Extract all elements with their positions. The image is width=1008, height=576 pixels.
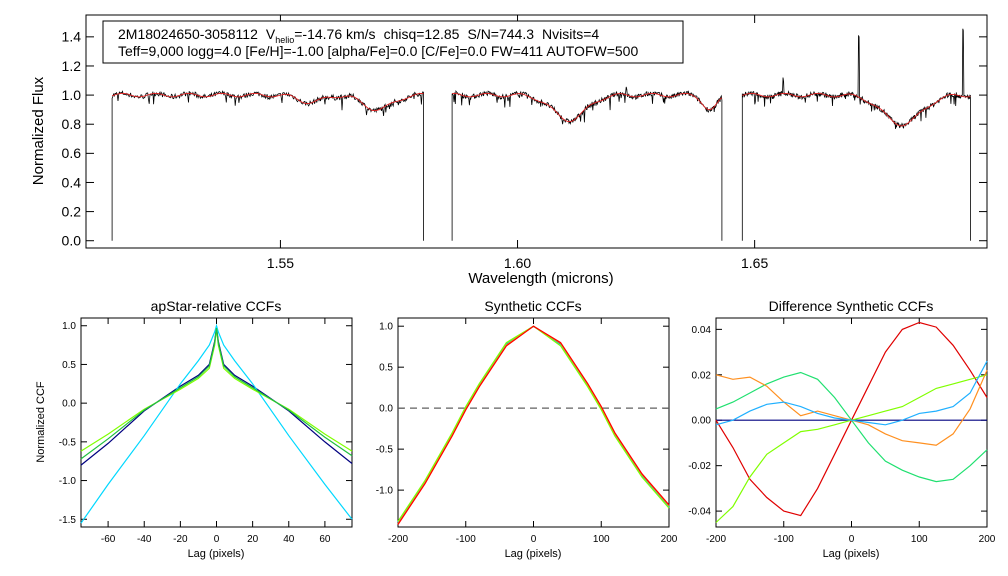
- apstar-y-label: Normalized CCF: [35, 381, 47, 463]
- spectrum-panel: 1.55 1.60 1.65 0.0 0.2 0.4 0.6 0.8 1.0 1.2 1.4 Wav…: [30, 14, 988, 287]
- spectrum-curves: [111, 28, 971, 241]
- y-tick-label: -1.0: [376, 486, 394, 497]
- y-tick-label: 0.8: [62, 116, 82, 132]
- x-tick-label: 60: [319, 534, 331, 545]
- apstar-x-label: Lag (pixels): [188, 548, 245, 560]
- y-tick-label: 0.5: [379, 363, 393, 374]
- apstar-ccf-panel: -60 -40 -20 0 20 40 60 -1.5 -1.0 -0.5 0.0 0.5 1.0 ap…: [35, 298, 353, 560]
- x-tick-label: -40: [137, 534, 152, 545]
- y-tick-label: 0.5: [62, 360, 76, 371]
- x-tick-label: 1.65: [741, 255, 768, 271]
- x-tick-label: 200: [979, 534, 996, 545]
- info-chisq: chisq=12.85: [384, 26, 460, 42]
- x-tick-label: 20: [247, 534, 259, 545]
- x-tick-label: -100: [456, 534, 476, 545]
- difference-title: Difference Synthetic CCFs: [769, 298, 934, 314]
- info-sn: S/N=744.3: [467, 26, 534, 42]
- series-diff-sky: [715, 360, 988, 426]
- x-tick-label: -200: [706, 534, 726, 545]
- series-visit-2: [80, 323, 353, 524]
- info-v-sub: helio: [275, 35, 294, 45]
- y-tick-label: 1.0: [62, 87, 82, 103]
- spectrum-frame: [85, 14, 988, 249]
- y-tick-label: 0.6: [62, 145, 82, 161]
- y-tick-label: 0.00: [692, 416, 712, 427]
- apstar-title: apStar-relative CCFs: [151, 298, 282, 314]
- info-line-1: 2M18024650-3058112 Vhelio=-14.76 km/s chis…: [118, 26, 599, 45]
- y-tick-label: 0.02: [692, 370, 712, 381]
- synthetic-x-label: Lag (pixels): [505, 548, 562, 560]
- y-tick-label: -0.02: [688, 461, 711, 472]
- apstar-ticks: -60 -40 -20 0 20 40 60 -1.5 -1.0 -0.5 0.0 0.5 1.0: [59, 318, 352, 545]
- y-tick-label: 1.4: [62, 29, 82, 45]
- spectrum-ticks: 1.55 1.60 1.65 0.0 0.2 0.4 0.6 0.8 1.0 1.2 1.4: [62, 15, 987, 271]
- y-tick-label: 0.2: [62, 203, 82, 219]
- synthetic-ticks: -200 -100 0 100 200 -1.0 -0.5 0.0 0.5 1.0: [376, 318, 678, 545]
- x-tick-label: -20: [173, 534, 188, 545]
- y-tick-label: 0.4: [62, 174, 82, 190]
- y-tick-label: -0.5: [59, 437, 77, 448]
- series-visit-4: [80, 328, 353, 460]
- x-tick-label: 1.60: [504, 255, 531, 271]
- difference-x-label: Lag (pixels): [823, 548, 880, 560]
- difference-ccf-panel: -200 -100 0 100 200 -0.04 -0.02 0.00 0.02 0.04 Di…: [688, 298, 996, 560]
- difference-ticks: -200 -100 0 100 200 -0.04 -0.02 0.00 0.02 0.04: [688, 318, 996, 545]
- y-tick-label: 1.0: [62, 321, 76, 332]
- x-tick-label: 200: [661, 534, 678, 545]
- synthetic-ccf-panel: -200 -100 0 100 200 -1.0 -0.5 0.0 0.5 1.0 Synthet…: [376, 298, 678, 560]
- x-tick-label: -200: [388, 534, 408, 545]
- x-tick-label: -60: [101, 534, 116, 545]
- y-tick-label: 0.0: [62, 233, 82, 249]
- y-tick-label: 0.04: [692, 325, 712, 336]
- info-v-label: V: [266, 26, 276, 42]
- spectrum-y-label: Normalized Flux: [30, 76, 47, 185]
- x-tick-label: 0: [531, 534, 537, 545]
- model-chip-3: [742, 92, 971, 127]
- y-tick-label: -0.5: [376, 445, 394, 456]
- model-chip-1: [111, 92, 424, 112]
- y-tick-label: -0.04: [688, 507, 711, 518]
- info-star: 2M18024650-3058112: [118, 26, 258, 42]
- info-box: [102, 20, 684, 64]
- info-line-2: Teff=9,000 logg=4.0 [Fe/H]=-1.00 [alpha/…: [118, 43, 638, 59]
- series-synthetic-5: [397, 325, 670, 525]
- x-tick-label: 100: [593, 534, 610, 545]
- y-tick-label: 1.2: [62, 58, 82, 74]
- x-tick-label: -100: [774, 534, 794, 545]
- spectrum-x-label: Wavelength (microns): [468, 270, 613, 287]
- x-tick-label: 1.55: [267, 255, 294, 271]
- x-tick-label: 0: [849, 534, 855, 545]
- apstar-curves: [80, 323, 353, 524]
- difference-curves: [715, 321, 988, 523]
- x-tick-label: 40: [283, 534, 295, 545]
- y-tick-label: -1.0: [59, 476, 77, 487]
- synthetic-title: Synthetic CCFs: [484, 298, 581, 314]
- y-tick-label: 0.0: [62, 399, 76, 410]
- model-chip-2: [452, 92, 723, 123]
- synthetic-curves: [397, 325, 670, 525]
- observed-chip-2: [451, 86, 723, 241]
- y-tick-label: 0.0: [379, 404, 393, 415]
- x-tick-label: 100: [911, 534, 928, 545]
- y-tick-label: -1.5: [59, 515, 77, 526]
- x-tick-label: 0: [214, 534, 220, 545]
- y-tick-label: 1.0: [379, 322, 393, 333]
- info-nvisits: Nvisits=4: [542, 26, 599, 42]
- info-v-value: =-14.76 km/s: [294, 26, 375, 42]
